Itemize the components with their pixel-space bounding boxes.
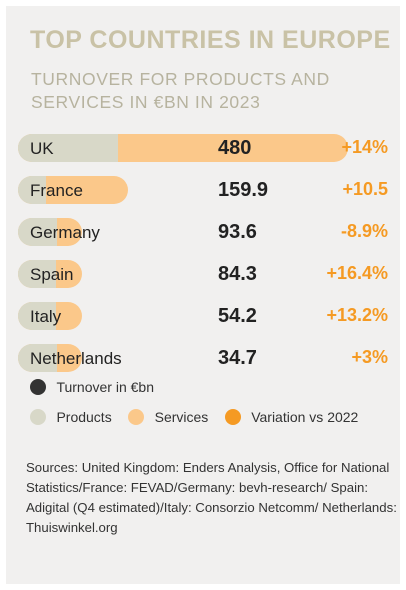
legend-variation-label: Variation vs 2022 — [251, 408, 359, 425]
variation-value: +10.5 — [342, 179, 388, 199]
turnover-value: 159.9 — [218, 179, 269, 201]
country-label: Netherlands — [30, 349, 122, 368]
bar-row: Italy 54.2 +13.2% — [18, 302, 388, 330]
legend-turnover: Turnover in €bn — [30, 378, 166, 396]
chart-subtitle: TURNOVER FOR PRODUCTS AND SERVICES IN €B… — [31, 69, 330, 112]
country-label: France — [30, 181, 83, 200]
products-legend-dot — [30, 408, 46, 425]
legend-series: Products Services Variation vs 2022 — [30, 408, 370, 426]
products-bar — [18, 176, 46, 204]
legend-products-label: Products — [56, 408, 112, 425]
turnover-value: 480 — [218, 137, 252, 159]
sources-note: Sources: United Kingdom: Enders Analysis… — [26, 460, 397, 535]
bar-row: Netherlands 34.7 +3% — [18, 344, 388, 372]
bar-row: UK 480 +14% — [18, 134, 388, 162]
infographic-card: TOP COUNTRIES IN EUROPE TURNOVER FOR PRO… — [6, 6, 400, 584]
services-legend-dot — [128, 408, 145, 425]
country-label: Italy — [30, 307, 62, 326]
turnover-value: 54.2 — [218, 305, 257, 327]
country-label: Spain — [30, 265, 74, 284]
country-label: Germany — [30, 223, 100, 242]
products-bar — [18, 302, 56, 330]
legend-turnover-label: Turnover in €bn — [56, 378, 154, 395]
variation-value: -8.9% — [340, 221, 388, 241]
country-label: UK — [30, 139, 54, 158]
variation-value: +16.4% — [326, 263, 388, 283]
turnover-legend-dot — [30, 378, 46, 395]
products-bar — [18, 218, 57, 246]
variation-legend-dot — [224, 408, 241, 425]
turnover-value: 93.6 — [218, 221, 257, 243]
products-bar — [18, 344, 57, 372]
turnover-value: 34.7 — [218, 347, 257, 369]
variation-value: +13.2% — [326, 305, 388, 325]
chart-title: TOP COUNTRIES IN EUROPE — [30, 26, 391, 54]
products-bar — [18, 260, 56, 288]
legend-services-label: Services — [154, 408, 209, 425]
bar-row: Germany 93.6 -8.9% — [18, 218, 388, 246]
bar-row: France 159.9 +10.5 — [18, 176, 388, 204]
products-bar — [18, 134, 118, 162]
bar-row: Spain 84.3 +16.4% — [18, 260, 388, 288]
variation-value: +3% — [351, 347, 388, 367]
variation-value: +14% — [341, 137, 388, 157]
turnover-value: 84.3 — [218, 263, 257, 285]
